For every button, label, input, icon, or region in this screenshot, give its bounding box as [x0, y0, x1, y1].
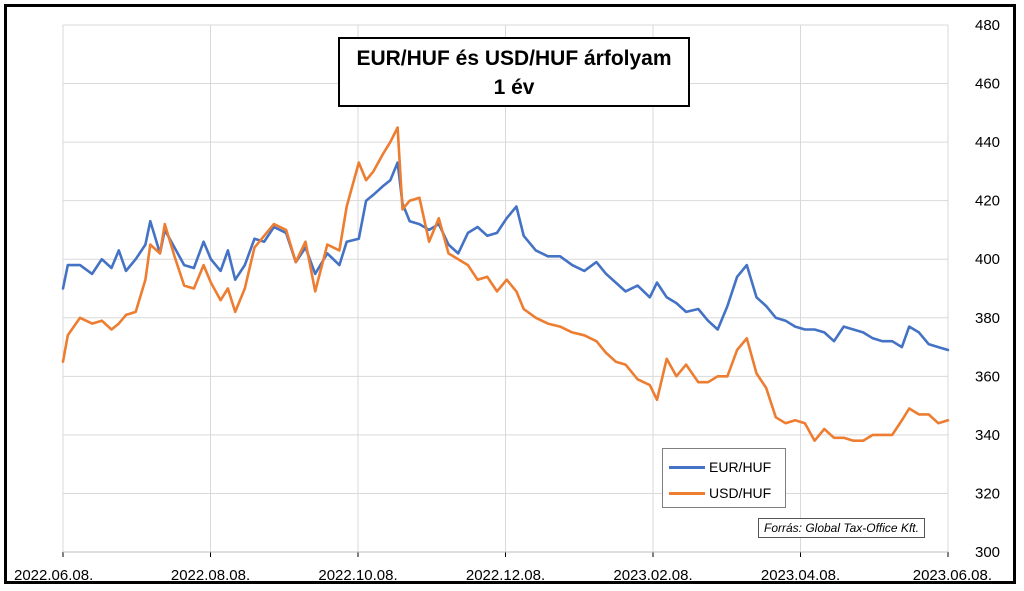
x-tick-label: 2022.12.08. [466, 567, 545, 584]
y-tick-label: 400 [975, 251, 1000, 268]
x-tick-label: 2023.02.08. [613, 567, 692, 584]
series-lines [61, 126, 950, 443]
x-tick-label: 2022.10.08. [318, 567, 397, 584]
y-tick-label: 460 [975, 76, 1000, 93]
legend-item-usd: USD/HUF [669, 483, 771, 503]
series-line-usd-huf [61, 126, 950, 443]
x-tick-label: 2022.06.08. [14, 567, 93, 584]
y-tick-label: 440 [975, 134, 1000, 151]
x-tick-label: 2023.04.08. [761, 567, 840, 584]
y-tick-label: 300 [975, 544, 1000, 561]
source-note: Forrás: Global Tax-Office Kft. [758, 518, 925, 538]
y-tick-label: 360 [975, 368, 1000, 385]
y-tick-labels: 300 320 340 360 380 400 420 440 460 480 [975, 17, 1000, 561]
legend: EUR/HUF USD/HUF [662, 448, 786, 508]
y-tick-label: 420 [975, 193, 1000, 210]
chart-subtitle: 1 év [493, 76, 535, 99]
axes [62, 551, 949, 557]
legend-item-eur: EUR/HUF [669, 457, 771, 477]
y-tick-label: 320 [975, 485, 1000, 502]
legend-swatch-usd [669, 491, 705, 495]
x-tick-label: 2023.06.08. [913, 567, 992, 584]
chart-title: EUR/HUF és USD/HUF árfolyam [356, 47, 672, 70]
x-tick-labels: 2022.06.08. 2022.08.08. 2022.10.08. 2022.12… [14, 567, 992, 584]
legend-label-usd: USD/HUF [709, 485, 772, 501]
y-tick-label: 480 [975, 17, 1000, 34]
series-line-eur-huf [61, 161, 950, 352]
chart-title-box: EUR/HUF és USD/HUF árfolyam 1 év [338, 37, 690, 107]
x-tick-label: 2022.08.08. [171, 567, 250, 584]
legend-swatch-eur [669, 465, 705, 469]
legend-label-eur: EUR/HUF [709, 459, 772, 475]
y-tick-label: 340 [975, 427, 1000, 444]
y-tick-label: 380 [975, 310, 1000, 327]
